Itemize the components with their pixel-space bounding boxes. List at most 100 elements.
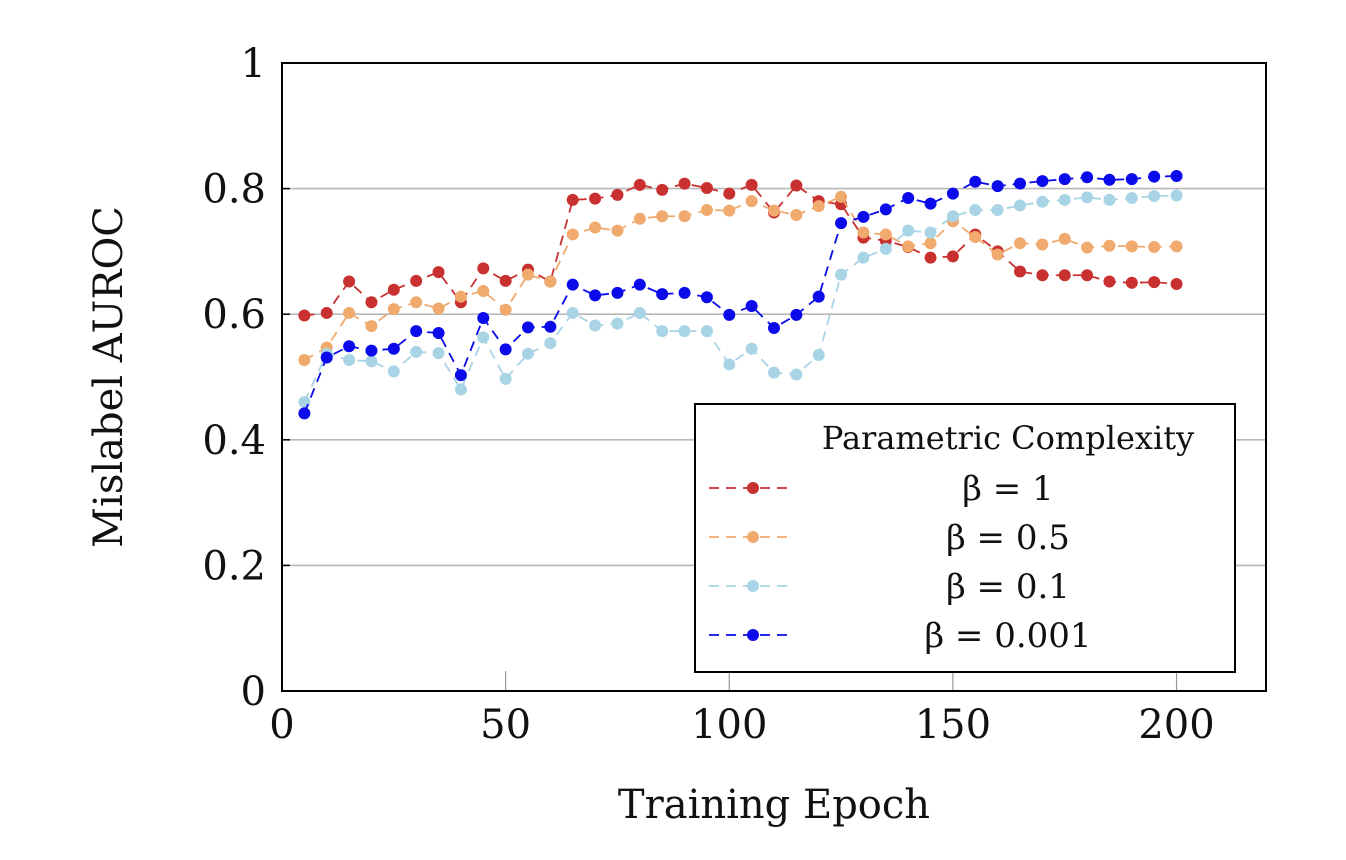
series-line — [303, 175, 1177, 414]
data-point — [1148, 190, 1161, 203]
data-point — [1036, 195, 1049, 208]
data-point — [700, 181, 713, 194]
legend-marker — [747, 531, 759, 543]
data-point — [633, 212, 646, 225]
legend-marker — [747, 629, 759, 641]
series-layer — [298, 170, 1183, 420]
legend-label: β = 0.001 — [924, 616, 1091, 656]
data-point — [611, 317, 624, 330]
data-point — [1014, 265, 1026, 278]
y-axis-title: Mislabel AUROC — [86, 206, 132, 548]
data-point — [1125, 173, 1138, 186]
data-point — [566, 228, 579, 241]
data-point — [432, 347, 445, 360]
data-point — [544, 337, 557, 350]
data-point — [656, 210, 669, 223]
data-point — [365, 344, 378, 357]
data-point — [1170, 278, 1183, 291]
legend-marker — [747, 482, 759, 494]
series-line — [303, 194, 1177, 403]
data-point — [365, 296, 378, 309]
data-point — [544, 320, 557, 333]
legend-box — [694, 403, 1236, 673]
data-point — [812, 290, 825, 303]
data-point — [387, 283, 400, 296]
data-point — [365, 320, 378, 333]
data-point — [566, 306, 579, 319]
data-point — [589, 221, 602, 234]
data-point — [946, 250, 959, 263]
data-point — [499, 372, 512, 385]
data-point — [1170, 240, 1183, 253]
y-tick-label: 0.6 — [202, 292, 266, 338]
data-point — [835, 190, 848, 203]
data-point — [1170, 170, 1183, 183]
data-point — [678, 325, 691, 338]
data-point — [298, 354, 311, 367]
data-point — [343, 354, 356, 367]
x-axis-title: Training Epoch — [618, 782, 930, 828]
series-4 — [298, 170, 1183, 420]
x-tick-label: 50 — [480, 702, 531, 748]
data-point — [522, 268, 534, 281]
data-point — [589, 192, 602, 205]
x-tick-label: 200 — [1138, 702, 1214, 748]
data-point — [768, 204, 780, 217]
data-point — [790, 179, 803, 192]
data-point — [410, 274, 423, 287]
data-point — [902, 240, 915, 253]
data-point — [969, 230, 982, 243]
data-point — [1148, 170, 1161, 183]
data-point — [723, 187, 736, 200]
data-point — [1125, 240, 1138, 253]
data-point — [790, 308, 803, 321]
legend-marker — [747, 580, 759, 592]
data-point — [343, 340, 356, 353]
data-point — [343, 275, 356, 288]
data-point — [432, 327, 445, 340]
data-point — [745, 178, 758, 191]
data-point — [477, 262, 490, 275]
data-point — [387, 365, 400, 378]
data-point — [499, 274, 512, 287]
data-point — [611, 224, 624, 237]
data-point — [1058, 193, 1071, 206]
legend-label: β = 1 — [962, 469, 1053, 509]
series-2 — [298, 190, 1183, 367]
data-point — [298, 407, 311, 420]
legend-entry: β = 0.1 — [709, 567, 1070, 607]
data-point — [387, 342, 400, 355]
data-point — [1103, 275, 1116, 288]
data-point — [454, 369, 467, 382]
data-point — [1148, 241, 1161, 254]
data-point — [700, 203, 713, 216]
data-point — [700, 325, 713, 338]
data-point — [1081, 241, 1094, 254]
data-point — [1081, 269, 1094, 282]
x-tick-label: 150 — [915, 702, 991, 748]
series-3 — [298, 189, 1183, 409]
data-point — [611, 188, 624, 201]
series-line — [303, 195, 1177, 361]
data-point — [969, 203, 982, 216]
data-point — [902, 192, 915, 205]
legend-label: β = 0.1 — [946, 567, 1070, 607]
data-point — [1058, 173, 1071, 186]
data-point — [924, 226, 937, 239]
data-point — [790, 368, 803, 381]
data-point — [656, 183, 669, 196]
data-point — [1081, 191, 1094, 204]
data-point — [499, 303, 512, 316]
x-tick-marks — [281, 671, 1178, 691]
data-point — [454, 383, 467, 396]
data-point — [700, 291, 713, 304]
data-point — [768, 322, 780, 335]
data-point — [1036, 238, 1049, 251]
data-point — [902, 224, 915, 237]
data-point — [1014, 199, 1026, 212]
x-tick-label: 0 — [269, 702, 294, 748]
data-point — [320, 306, 333, 319]
legend-label: β = 0.5 — [946, 518, 1070, 558]
data-point — [566, 278, 579, 291]
